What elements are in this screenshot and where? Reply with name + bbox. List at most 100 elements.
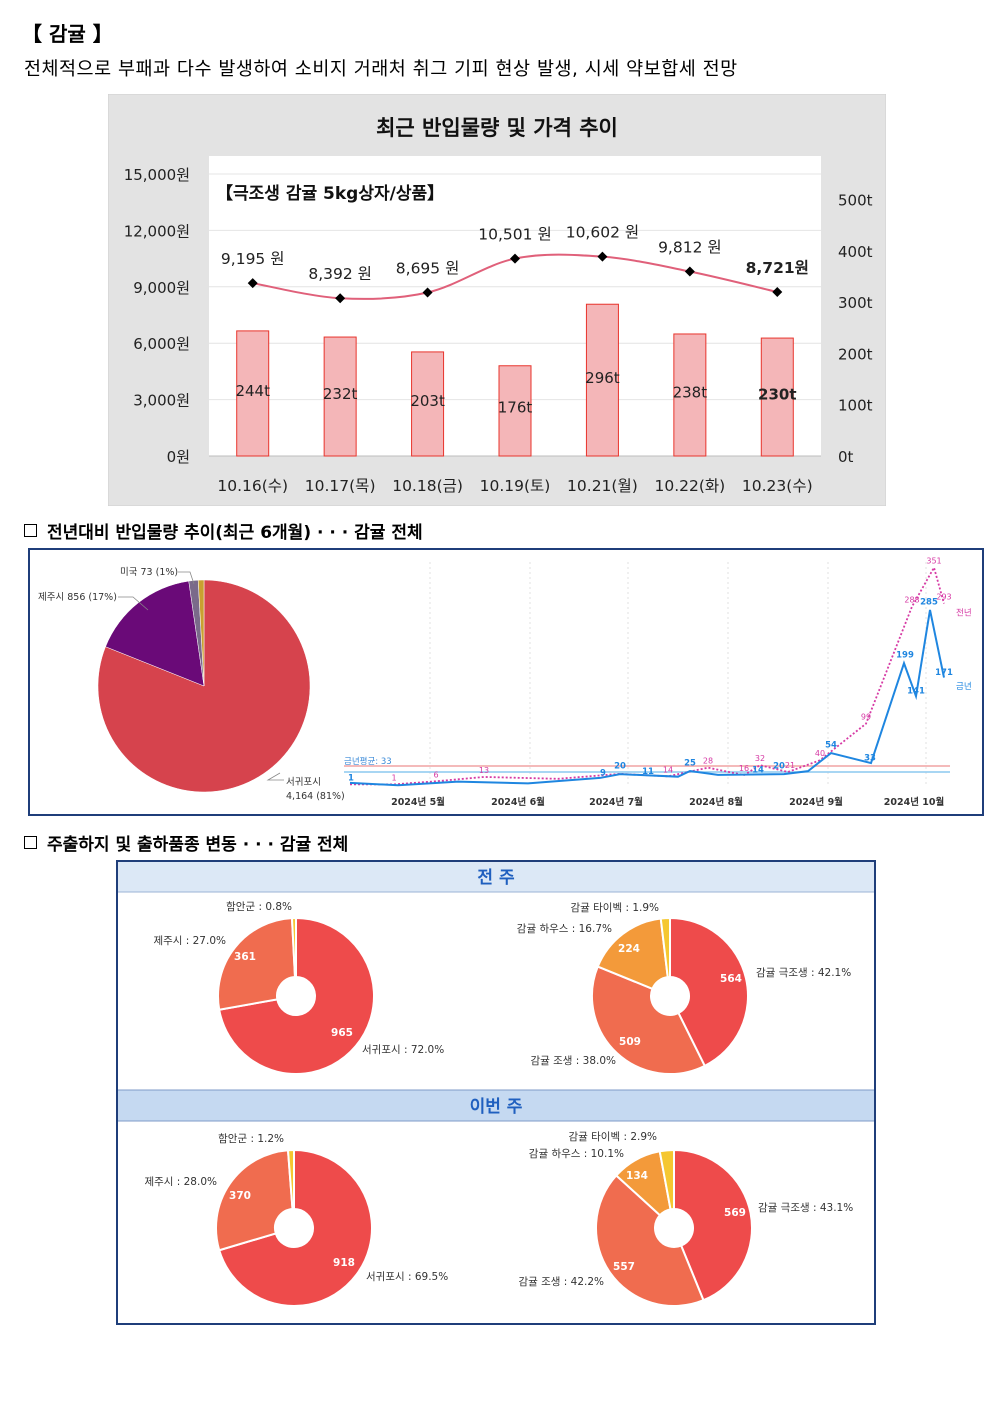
chart-subtitle: 【극조생 감귤 5kg상자/상품】 bbox=[216, 183, 444, 204]
current-point-label: 285 bbox=[920, 597, 938, 607]
price-point bbox=[772, 287, 783, 298]
x-axis-tick: 10.16(수) bbox=[217, 477, 288, 495]
supply-trend-chart: 서귀포시 4,164 (81%) 제주시 856 (17%) 미국 73 (1%) 2… bbox=[28, 548, 984, 816]
volume-bar bbox=[673, 333, 707, 457]
previous-point-label: 32 bbox=[755, 754, 765, 763]
donut-slice bbox=[217, 1148, 373, 1307]
price-label: 8,392 원 bbox=[308, 265, 372, 283]
previous-point-label: 6 bbox=[433, 770, 438, 779]
volume-label: 296t bbox=[585, 369, 620, 387]
price-label: 10,501 원 bbox=[478, 226, 551, 244]
previous-point-label: 288 bbox=[904, 596, 919, 605]
donut-slice-label: 함안군 : 0.8% bbox=[226, 901, 292, 913]
previous-point-label: 1 bbox=[391, 773, 396, 782]
left-axis-tick: 9,000원 bbox=[133, 279, 190, 297]
price-label: 9,812 원 bbox=[658, 239, 722, 257]
volume-bar bbox=[760, 337, 794, 457]
section-shipping-label: 주출하지 및 출하품종 변동 · · · 감귤 전체 bbox=[47, 835, 349, 855]
panel-title-last-week: 전 주 bbox=[477, 868, 515, 888]
market-outlook: 전체적으로 부패과 다수 발생하여 소비지 거래처 취그 기피 현상 발생, 시… bbox=[24, 59, 738, 80]
month-label: 2024년 8월 bbox=[689, 796, 743, 808]
previous-point-label: 293 bbox=[936, 593, 951, 602]
current-point-label: 20 bbox=[773, 762, 785, 772]
donut-value-label: 557 bbox=[613, 1261, 635, 1273]
shipping-change-panel: 전 주 이번 주 서귀포시 : 72.0% 965 제주시 : 27.0% 361 함안… bbox=[116, 860, 876, 1325]
volume-label: 176t bbox=[498, 399, 533, 417]
x-axis-tick: 10.22(화) bbox=[654, 477, 725, 495]
right-axis-tick: 400t bbox=[838, 243, 873, 261]
donut-slice-label: 제주시 : 28.0% bbox=[144, 1176, 217, 1188]
section-shipping: 주출하지 및 출하품종 변동 · · · 감귤 전체 bbox=[24, 830, 348, 855]
right-axis-tick: 200t bbox=[838, 345, 873, 363]
donut-slice bbox=[218, 916, 375, 1075]
pie-label: 미국 73 (1%) bbox=[120, 567, 178, 578]
donut-slice-label: 감귤 하우스 : 10.1% bbox=[529, 1147, 624, 1160]
previous-year-line bbox=[350, 565, 945, 786]
price-label: 8,695 원 bbox=[396, 260, 460, 278]
volume-bar bbox=[236, 330, 270, 457]
pie-label: 4,164 (81%) bbox=[286, 791, 345, 802]
donut-slice-label: 감귤 극조생 : 42.1% bbox=[756, 967, 851, 979]
right-axis-tick: 100t bbox=[838, 397, 873, 415]
volume-label: 232t bbox=[323, 385, 358, 403]
donut-slice-label: 감귤 타이벡 : 2.9% bbox=[568, 1131, 657, 1143]
donut-slice-label: 감귤 조생 : 42.2% bbox=[518, 1276, 604, 1288]
current-point-label: 14 bbox=[752, 765, 764, 775]
previous-point-label: 351 bbox=[926, 557, 941, 566]
previous-point-label: 13 bbox=[479, 766, 489, 775]
current-point-label: 25 bbox=[684, 759, 696, 769]
page-title: 【 감귤 】 bbox=[22, 22, 113, 46]
donut-value-label: 361 bbox=[234, 951, 256, 963]
volume-bar bbox=[323, 336, 357, 457]
donut-slice bbox=[286, 1148, 295, 1211]
donut-slice-label: 감귤 타이벡 : 1.9% bbox=[570, 902, 659, 914]
donut-slice-label: 감귤 극조생 : 43.1% bbox=[758, 1202, 853, 1214]
current-point-label: 9 bbox=[600, 768, 606, 778]
month-label: 2024년 9월 bbox=[789, 796, 843, 808]
month-label: 2024년 5월 bbox=[391, 796, 445, 808]
x-axis-tick: 10.21(월) bbox=[567, 477, 638, 495]
section-supply-trend: 전년대비 반입물량 추이(최근 6개월) · · · 감귤 전체 bbox=[24, 518, 423, 543]
donut-slice-label: 제주시 : 27.0% bbox=[153, 935, 226, 947]
donut-value-label: 569 bbox=[724, 1207, 746, 1219]
current-point-label: 33 bbox=[864, 754, 876, 764]
current-point-label: 11 bbox=[642, 767, 654, 777]
legend-previous-year: 전년 bbox=[956, 608, 972, 619]
donut-value-label: 509 bbox=[619, 1036, 641, 1048]
price-point bbox=[510, 253, 520, 264]
month-label: 2024년 10월 bbox=[884, 796, 944, 808]
right-axis-tick: 0t bbox=[838, 448, 854, 466]
volume-label: 238t bbox=[673, 383, 708, 401]
donut-slice-label: 감귤 하우스 : 16.7% bbox=[517, 922, 612, 935]
left-axis-tick: 12,000원 bbox=[124, 222, 190, 240]
month-label: 2024년 7월 bbox=[589, 796, 643, 808]
section-supply-trend-label: 전년대비 반입물량 추이(최근 6개월) · · · 감귤 전체 bbox=[47, 523, 423, 543]
donut-slice bbox=[217, 917, 297, 1011]
month-label: 2024년 6월 bbox=[491, 796, 545, 808]
donut-value-label: 965 bbox=[331, 1027, 353, 1039]
price-label: 8,721원 bbox=[746, 259, 809, 277]
left-axis-tick: 6,000원 bbox=[133, 335, 190, 353]
volume-label: 244t bbox=[235, 382, 270, 400]
donut-slice bbox=[673, 1148, 753, 1302]
pie-label: 제주시 856 (17%) bbox=[38, 592, 117, 603]
donut-slice bbox=[596, 917, 669, 991]
panel-title-this-week: 이번 주 bbox=[470, 1097, 523, 1117]
price-point bbox=[335, 293, 346, 304]
average-label: 금년평균: 33 bbox=[344, 756, 392, 767]
pie-label: 서귀포시 bbox=[286, 777, 321, 788]
donut-slice bbox=[595, 1174, 705, 1307]
current-point-label: 171 bbox=[935, 668, 953, 678]
right-axis-tick: 300t bbox=[838, 294, 873, 312]
volume-label: 230t bbox=[758, 385, 796, 403]
pie-slice bbox=[105, 580, 205, 687]
x-axis-tick: 10.17(목) bbox=[305, 477, 376, 495]
previous-point-label: 28 bbox=[703, 757, 713, 766]
volume-bar bbox=[498, 365, 532, 457]
current-year-line bbox=[349, 609, 945, 787]
previous-point-label: 14 bbox=[663, 765, 673, 774]
price-point bbox=[684, 266, 695, 277]
price-point bbox=[597, 251, 608, 262]
donut-slice-label: 서귀포시 : 69.5% bbox=[366, 1271, 448, 1283]
previous-point-label: 21 bbox=[785, 761, 795, 770]
